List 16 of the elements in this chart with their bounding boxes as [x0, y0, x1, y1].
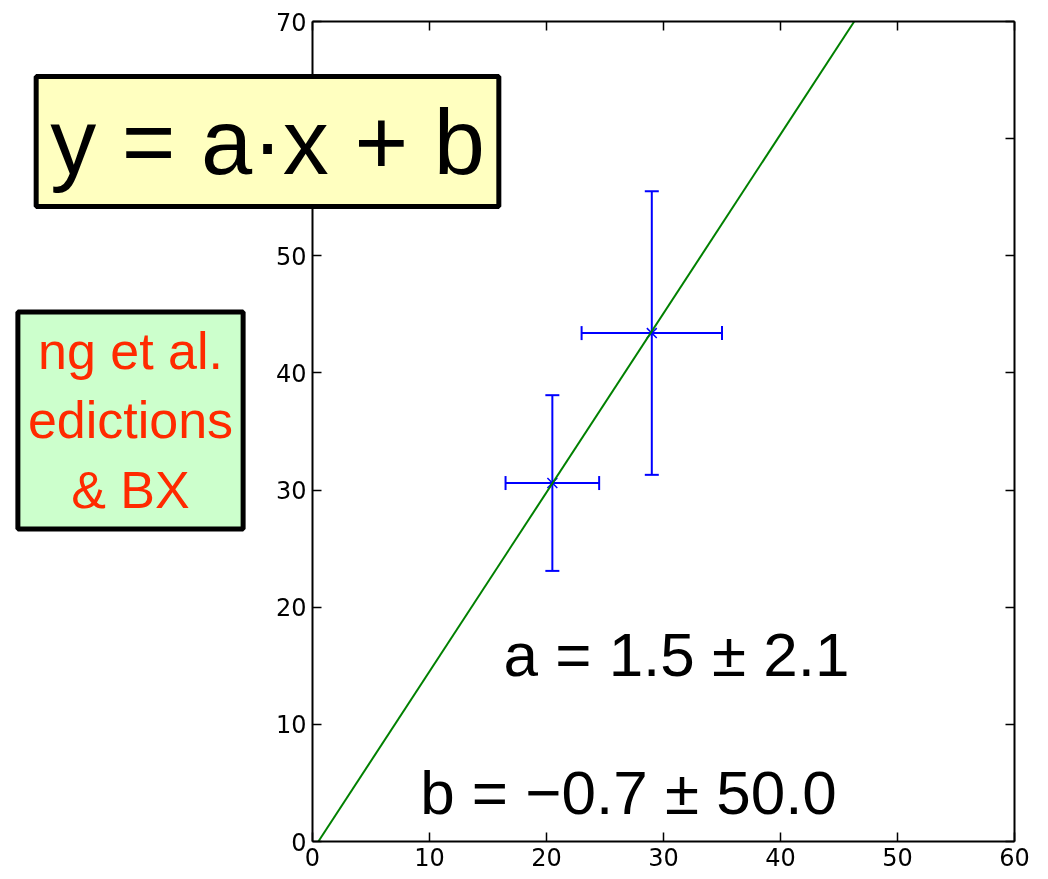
x-tick-label: 40 — [765, 843, 796, 872]
x-tick-label: 10 — [414, 843, 445, 872]
x-tick-label: 30 — [648, 843, 679, 872]
annotation: a = 1.5 ± 2.1 — [503, 620, 850, 689]
y-tick-label: 20 — [275, 594, 307, 623]
x-tick-label: 20 — [531, 843, 562, 872]
annotation: b = −0.7 ± 50.0 — [420, 758, 837, 827]
x-tick-label: 50 — [882, 843, 913, 872]
y-tick-label: 50 — [275, 242, 307, 271]
y-tick-label: 40 — [275, 359, 307, 388]
y-tick-label: 10 — [275, 711, 307, 740]
y-tick-label: 70 — [275, 8, 307, 37]
x-tick-label: 60 — [999, 843, 1030, 872]
annotation: y = a·x + b — [50, 90, 485, 193]
text: ng et al. edictions & BX — [27, 321, 234, 520]
y-tick-label: 30 — [275, 477, 307, 506]
